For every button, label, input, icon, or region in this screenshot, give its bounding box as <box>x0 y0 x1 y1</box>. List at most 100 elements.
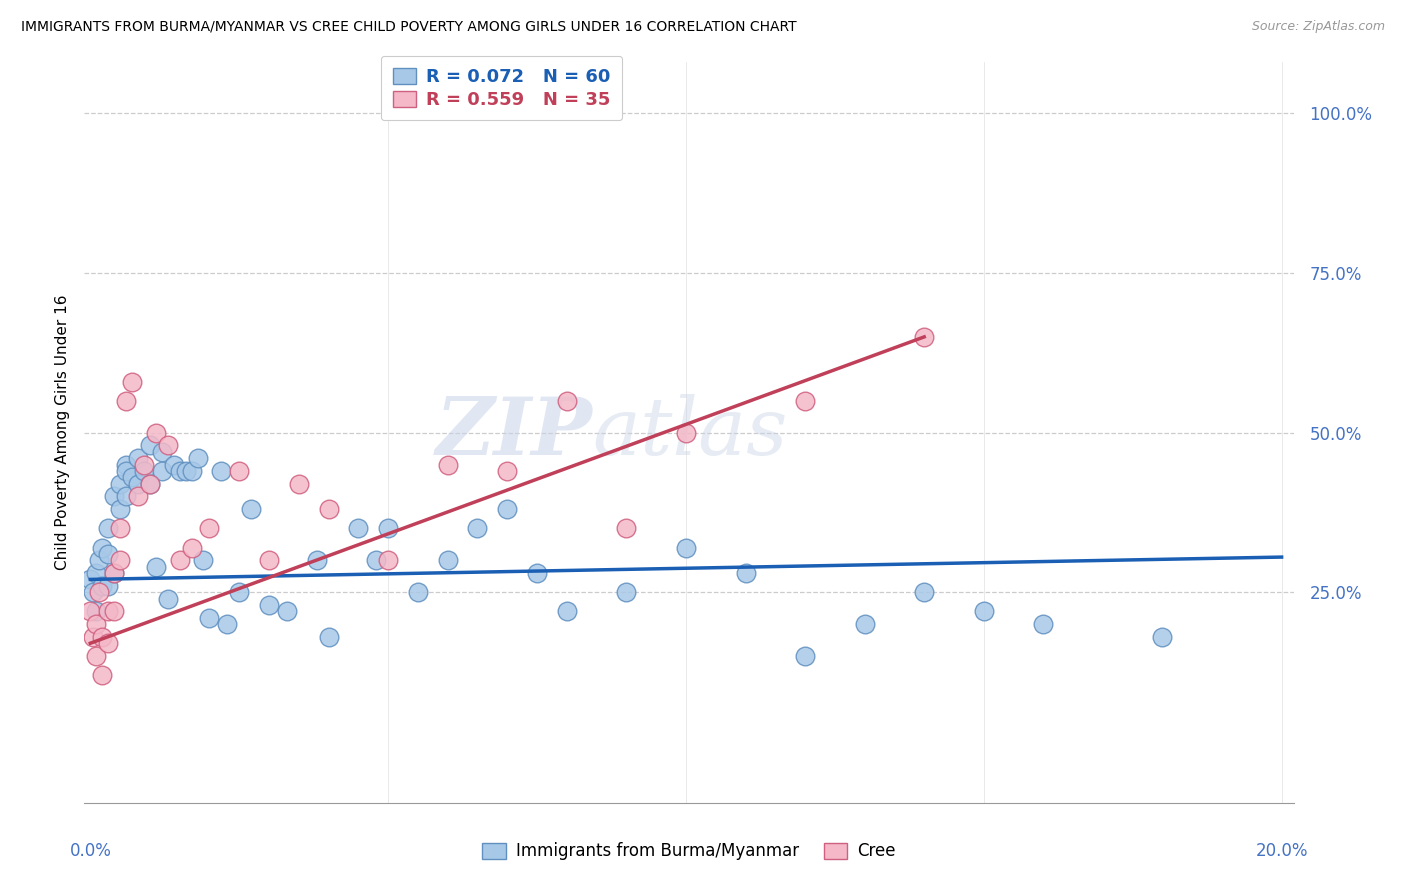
Point <box>366 553 388 567</box>
Point <box>121 470 143 484</box>
Point <box>1032 617 1054 632</box>
Point <box>79 573 101 587</box>
Point <box>97 636 120 650</box>
Point <box>91 579 114 593</box>
Point <box>84 648 107 663</box>
Point <box>84 604 107 618</box>
Point <box>115 393 138 408</box>
Text: atlas: atlas <box>592 394 787 471</box>
Point <box>257 598 280 612</box>
Point <box>163 458 186 472</box>
Point <box>139 476 162 491</box>
Point <box>305 553 328 567</box>
Text: 20.0%: 20.0% <box>1256 842 1308 860</box>
Point <box>973 604 995 618</box>
Point <box>318 630 340 644</box>
Legend: Immigrants from Burma/Myanmar, Cree: Immigrants from Burma/Myanmar, Cree <box>474 834 904 869</box>
Point <box>912 585 935 599</box>
Point <box>108 502 131 516</box>
Text: IMMIGRANTS FROM BURMA/MYANMAR VS CREE CHILD POVERTY AMONG GIRLS UNDER 16 CORRELA: IMMIGRANTS FROM BURMA/MYANMAR VS CREE CH… <box>21 20 797 34</box>
Point <box>377 521 399 535</box>
Point <box>174 464 197 478</box>
Point <box>150 444 173 458</box>
Point <box>132 464 155 478</box>
Point <box>318 502 340 516</box>
Point <box>150 464 173 478</box>
Point <box>97 579 120 593</box>
Point <box>103 566 125 580</box>
Point <box>79 604 101 618</box>
Point <box>91 668 114 682</box>
Point <box>103 604 125 618</box>
Point <box>108 476 131 491</box>
Point <box>198 611 221 625</box>
Point <box>436 553 458 567</box>
Point <box>145 425 167 440</box>
Point <box>127 476 149 491</box>
Point <box>467 521 489 535</box>
Point <box>186 451 208 466</box>
Point <box>115 458 138 472</box>
Point <box>377 553 399 567</box>
Point <box>139 438 162 452</box>
Point <box>276 604 298 618</box>
Point <box>555 393 578 408</box>
Point <box>103 490 125 504</box>
Point <box>91 541 114 555</box>
Point <box>91 630 114 644</box>
Point <box>108 521 131 535</box>
Point <box>169 553 191 567</box>
Point <box>84 566 107 580</box>
Point <box>97 521 120 535</box>
Point <box>97 604 120 618</box>
Point <box>139 476 162 491</box>
Point <box>288 476 311 491</box>
Point <box>127 451 149 466</box>
Point <box>115 464 138 478</box>
Point <box>115 490 138 504</box>
Point <box>734 566 756 580</box>
Point <box>794 393 817 408</box>
Point <box>82 630 104 644</box>
Point <box>347 521 370 535</box>
Point <box>526 566 548 580</box>
Point <box>794 648 817 663</box>
Point <box>257 553 280 567</box>
Point <box>198 521 221 535</box>
Point <box>616 585 638 599</box>
Point <box>193 553 215 567</box>
Point <box>406 585 429 599</box>
Point <box>675 541 697 555</box>
Point <box>180 541 202 555</box>
Point <box>169 464 191 478</box>
Point <box>89 585 111 599</box>
Point <box>912 330 935 344</box>
Point <box>555 604 578 618</box>
Point <box>228 464 250 478</box>
Point <box>127 490 149 504</box>
Point <box>853 617 876 632</box>
Point <box>132 458 155 472</box>
Point <box>84 617 107 632</box>
Text: ZIP: ZIP <box>436 394 592 471</box>
Point <box>121 375 143 389</box>
Point <box>156 591 179 606</box>
Point <box>156 438 179 452</box>
Point <box>217 617 239 632</box>
Point <box>209 464 232 478</box>
Point <box>97 547 120 561</box>
Text: Source: ZipAtlas.com: Source: ZipAtlas.com <box>1251 20 1385 33</box>
Point <box>180 464 202 478</box>
Point <box>89 553 111 567</box>
Point <box>675 425 697 440</box>
Point <box>228 585 250 599</box>
Point <box>496 464 519 478</box>
Point <box>103 566 125 580</box>
Point <box>108 553 131 567</box>
Point <box>616 521 638 535</box>
Y-axis label: Child Poverty Among Girls Under 16: Child Poverty Among Girls Under 16 <box>55 295 70 570</box>
Point <box>145 559 167 574</box>
Point <box>240 502 263 516</box>
Point <box>82 585 104 599</box>
Point <box>436 458 458 472</box>
